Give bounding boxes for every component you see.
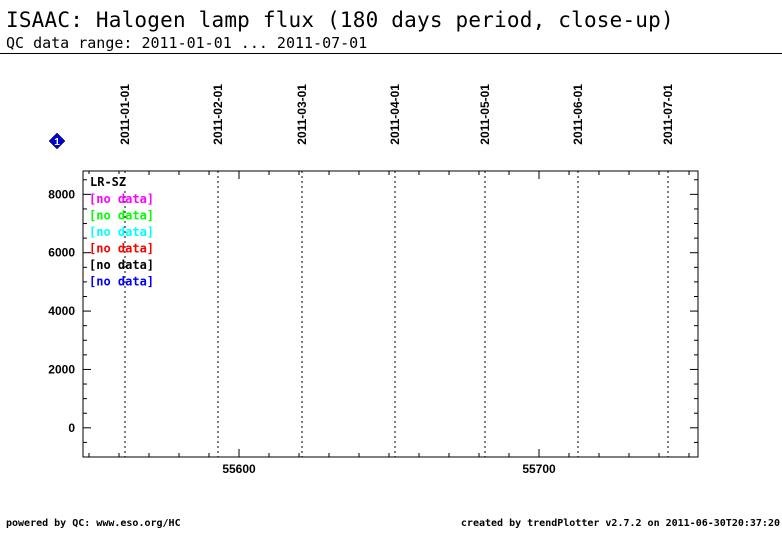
footer-created-by: created by trendPlotter v2.7.2 on 2011-0… (460, 518, 780, 529)
legend-entry: [no data] (89, 209, 154, 223)
legend: LR-SZ [no data] [no data] [no data] [no data… (88, 174, 154, 289)
date-marker-label: 2011-04-01 (388, 84, 402, 145)
legend-entry: [no data] (89, 192, 154, 206)
plot-frame (82, 170, 699, 458)
x-axis: 55600 55700 (88, 171, 690, 476)
x-tick-label: 55700 (522, 462, 556, 476)
chart-title: ISAAC: Halogen lamp flux (180 days perio… (6, 8, 674, 32)
y-tick-label: 0 (68, 421, 75, 435)
y-tick-label: 2000 (48, 362, 75, 376)
date-marker-lines (124, 171, 669, 457)
legend-entry: [no data] (89, 225, 154, 239)
legend-entry: [no data] (89, 258, 154, 272)
marker-label: 1 (54, 137, 60, 148)
date-marker-label: 2011-03-01 (295, 84, 309, 145)
date-marker-label: 2011-06-01 (571, 84, 585, 145)
legend-title-bg (88, 174, 134, 189)
chart-subtitle: QC data range: 2011-01-01 ... 2011-07-01 (6, 34, 368, 52)
y-tick-label: 6000 (48, 246, 75, 260)
date-marker-label: 2011-07-01 (661, 84, 675, 145)
y-axis: 0 2000 4000 6000 8000 (48, 179, 698, 458)
date-marker-label: 2011-02-01 (211, 84, 225, 145)
footer-powered-by: powered by QC: www.eso.org/HC (6, 518, 181, 529)
marker-diamond (48, 132, 66, 150)
y-tick-label: 4000 (48, 304, 75, 318)
date-marker-label: 2011-05-01 (478, 84, 492, 145)
legend-entry: [no data] (89, 275, 154, 289)
x-tick-label: 55600 (222, 462, 256, 476)
legend-entry: [no data] (89, 242, 154, 256)
date-marker-label: 2011-01-01 (118, 84, 132, 145)
info-marker-icon[interactable]: 1 (48, 132, 66, 150)
legend-title: LR-SZ (90, 175, 126, 189)
title-divider (0, 53, 782, 54)
y-tick-label: 8000 (48, 187, 75, 201)
date-marker-labels: 2011-01-01 2011-02-01 2011-03-01 2011-04-01… (118, 84, 675, 145)
